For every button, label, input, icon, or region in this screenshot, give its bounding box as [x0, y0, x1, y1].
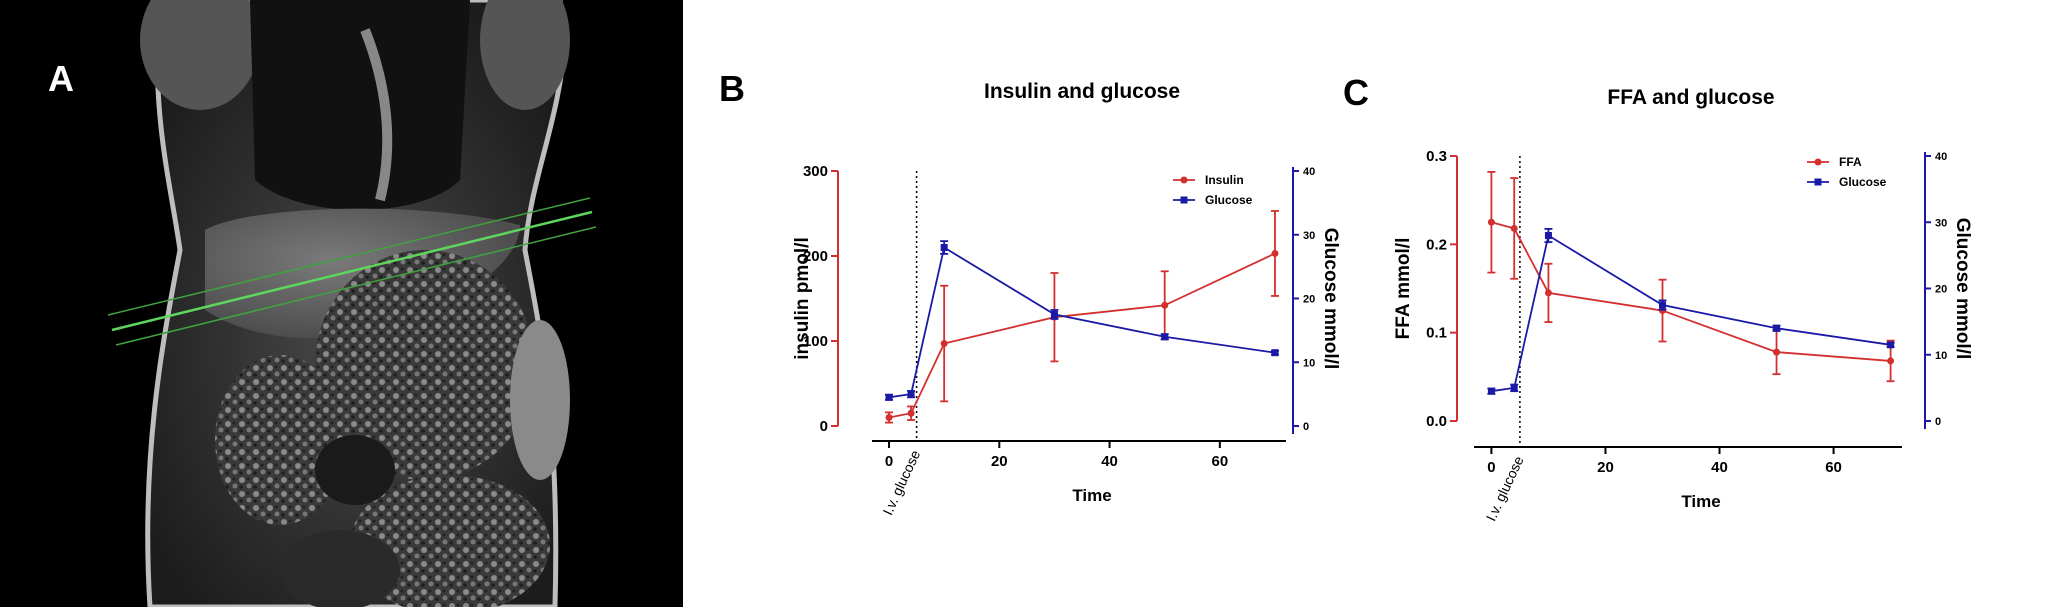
- x-axis-label: Time: [1072, 486, 1111, 505]
- chart-title: FFA and glucose: [1607, 86, 1774, 109]
- data-point-ffa: [1487, 218, 1495, 226]
- data-point-ffa: [1887, 357, 1895, 365]
- data-point-glucose: [1773, 324, 1781, 332]
- right-y-tick-label: 40: [1935, 151, 1947, 163]
- x-tick-label: 60: [1825, 459, 1842, 476]
- right-y-tick-label: 30: [1303, 230, 1315, 242]
- legend-marker: [1180, 196, 1188, 204]
- left-y-tick-label: 300: [803, 163, 828, 180]
- ffa-glucose-chart: FFA and glucose 0.0 0.1 0.2 0.3 FFA mmol/l 0 10…: [1393, 86, 1973, 524]
- panel-label-c: C: [1343, 72, 1369, 113]
- series-line-glucose: [888, 246, 1276, 399]
- x-tick-label: 20: [991, 453, 1008, 470]
- x-tick-label: 40: [1101, 453, 1118, 470]
- right-y-axis-label: Glucose mmol/l: [1320, 228, 1341, 369]
- legend-marker: [1180, 176, 1188, 184]
- right-y-tick-label: 40: [1303, 166, 1315, 178]
- legend-label-glucose: Glucose: [1205, 193, 1253, 207]
- data-point-insulin: [907, 409, 915, 417]
- x-tick-label: 20: [1597, 459, 1614, 476]
- mri-image: [107, 0, 597, 607]
- panel-label-b: B: [719, 68, 745, 109]
- series-line-ffa: [1491, 221, 1891, 362]
- x-tick-label: 0: [1487, 459, 1495, 476]
- right-y-tick-label: 0: [1935, 416, 1941, 428]
- data-point-glucose: [1658, 301, 1666, 309]
- left-y-tick-label: 0.1: [1426, 325, 1447, 342]
- right-y-tick-label: 10: [1935, 350, 1947, 362]
- left-y-tick-label: 0.3: [1426, 148, 1447, 165]
- data-point-ffa: [1773, 348, 1781, 356]
- data-point-glucose: [907, 390, 915, 398]
- series-line-glucose: [1491, 234, 1891, 393]
- data-point-glucose: [1161, 333, 1169, 341]
- left-y-tick-label: 0.0: [1426, 413, 1447, 430]
- left-y-tick-label: 100: [803, 333, 828, 350]
- right-y-tick-label: 20: [1303, 294, 1315, 306]
- data-point-insulin: [885, 414, 893, 421]
- legend-marker: [1814, 158, 1822, 166]
- data-point-glucose: [1510, 384, 1518, 392]
- x-tick-label: 0: [885, 453, 893, 470]
- right-y-tick-label: 10: [1303, 357, 1315, 369]
- right-y-axis-label: Glucose mmol/l: [1952, 218, 1973, 359]
- x-tick-label: 60: [1211, 453, 1228, 470]
- data-point-insulin: [940, 340, 948, 348]
- left-y-axis-label: FFA mmol/l: [1393, 238, 1414, 340]
- data-point-ffa: [1544, 289, 1552, 297]
- legend-label-glucose: Glucose: [1839, 175, 1887, 189]
- right-y-tick-label: 0: [1303, 421, 1309, 433]
- data-point-glucose: [1487, 387, 1495, 395]
- series-line-insulin: [888, 252, 1276, 419]
- data-point-glucose: [1271, 349, 1279, 357]
- right-y-tick-label: 20: [1935, 284, 1947, 296]
- left-y-axis-label: insulin pmol/l: [792, 237, 813, 359]
- legend-label-insulin: Insulin: [1205, 173, 1244, 187]
- x-axis-label: Time: [1681, 492, 1720, 511]
- legend-marker: [1814, 178, 1822, 186]
- x-tick-label: 40: [1711, 459, 1728, 476]
- data-point-glucose: [1887, 341, 1895, 349]
- legend-label-ffa: FFA: [1839, 155, 1862, 169]
- right-y-tick-label: 30: [1935, 217, 1947, 229]
- data-point-insulin: [1161, 301, 1169, 309]
- panel-label-a: A: [48, 58, 74, 99]
- data-point-insulin: [1271, 249, 1279, 257]
- left-y-tick-label: 200: [803, 248, 828, 265]
- data-point-glucose: [940, 244, 948, 251]
- mri-image-panel: [0, 0, 683, 607]
- data-point-glucose: [885, 393, 893, 401]
- data-point-ffa: [1510, 224, 1518, 232]
- data-point-glucose: [1544, 232, 1552, 239]
- left-y-tick-label: 0.2: [1426, 236, 1447, 253]
- left-y-tick-label: 0: [820, 418, 828, 435]
- data-point-glucose: [1050, 310, 1058, 318]
- chart-title: Insulin and glucose: [984, 80, 1180, 103]
